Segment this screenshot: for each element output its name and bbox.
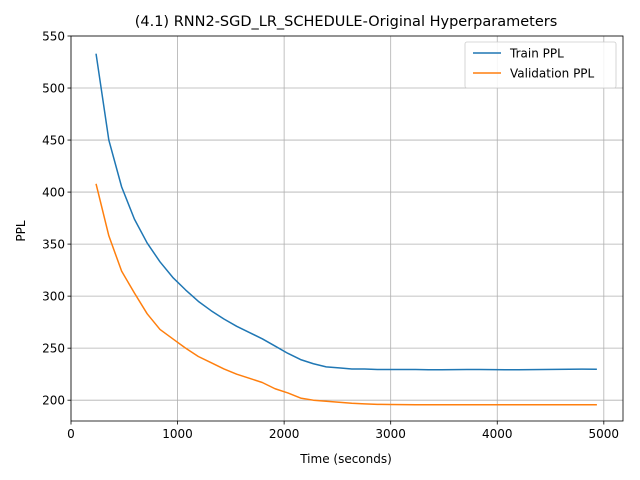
x-tick-label: 5000	[589, 427, 620, 441]
series-lines	[95, 53, 597, 406]
x-tick-label: 0	[67, 427, 75, 441]
y-tick-label: 550	[42, 29, 65, 43]
y-tick-label: 350	[42, 237, 65, 251]
y-tick-label: 500	[42, 81, 65, 95]
series-line-1	[95, 183, 597, 406]
legend-box	[464, 41, 617, 89]
y-tick-label: 200	[42, 393, 65, 407]
x-axis-label: Time (seconds)	[299, 452, 392, 466]
y-tick-label: 300	[42, 289, 65, 303]
series-line-0	[95, 53, 597, 371]
x-tick-label: 1000	[162, 427, 193, 441]
y-tick-label: 400	[42, 185, 65, 199]
y-axis-label: PPL	[14, 220, 28, 241]
plot-frame	[70, 35, 624, 422]
axis-ticks: 0 1000 2000 3000 4000 5000 200 250 300 350 400 450 5…	[42, 29, 619, 441]
y-tick-label: 450	[42, 133, 65, 147]
x-tick-label: 4000	[482, 427, 513, 441]
x-tick-label: 2000	[269, 427, 300, 441]
legend: Train PPL Validation PPL	[464, 41, 617, 89]
legend-label: Train PPL	[509, 46, 564, 60]
x-tick-label: 3000	[375, 427, 406, 441]
legend-label: Validation PPL	[510, 66, 595, 80]
chart-title: (4.1) RNN2-SGD_LR_SCHEDULE-Original Hype…	[135, 14, 558, 30]
y-tick-label: 250	[42, 341, 65, 355]
